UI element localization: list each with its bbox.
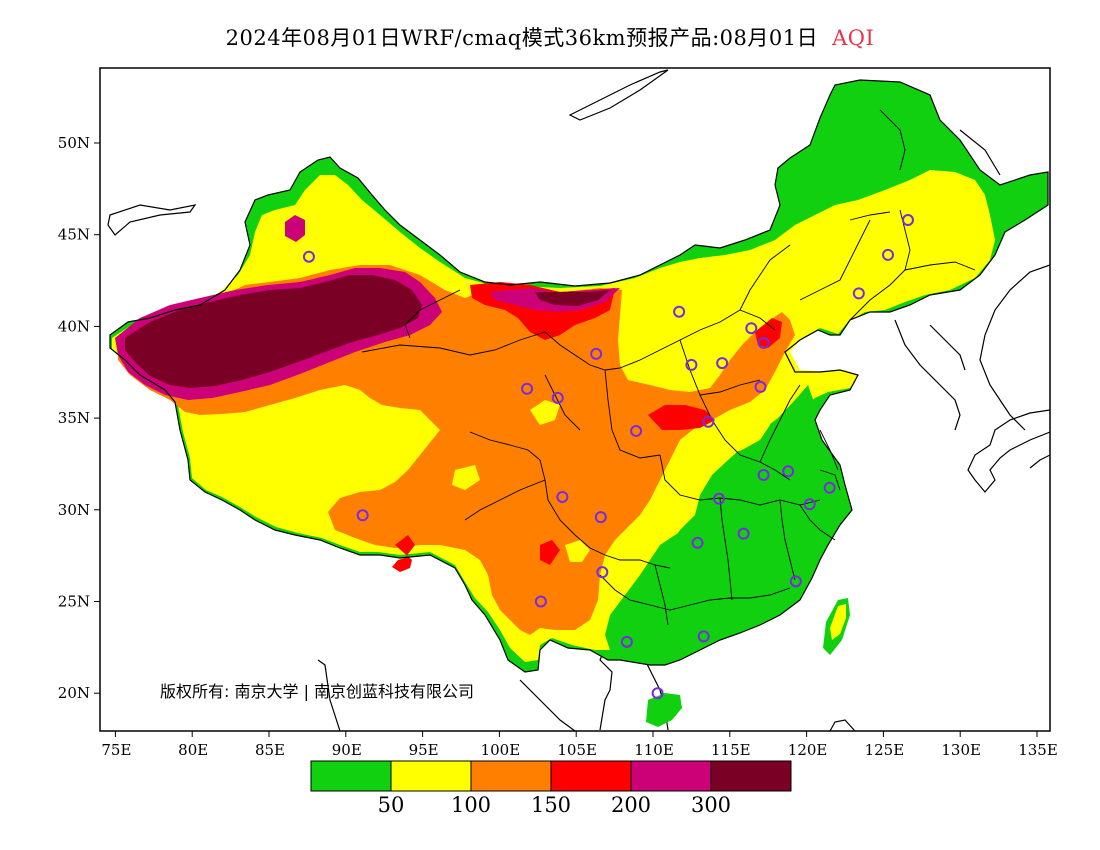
aqi-zone-red-sw (540, 540, 560, 565)
city-station-marker (673, 305, 686, 318)
aqi-zone-maroon-alxa (535, 290, 610, 306)
aqi-zone-maroon-tarim (125, 275, 422, 388)
city-station-marker (901, 214, 914, 227)
legend-threshold-label: 100 (451, 793, 491, 817)
aqi-zone-magenta-junggar (285, 215, 305, 242)
city-station-marker (551, 391, 564, 404)
city-station-marker (782, 465, 795, 478)
aqi-zone-yellow-hole-2 (655, 500, 685, 530)
city-station-marker (651, 687, 664, 700)
map-title: 2024年08月01日WRF/cmaq模式36km预报产品:08月01日 AQI (0, 22, 1100, 52)
lon-tick-label: 100E (481, 741, 521, 759)
lon-tick-label: 85E (255, 741, 285, 759)
aqi-zone-hainan (646, 693, 682, 727)
lon-tick-label: 135E (1018, 741, 1058, 759)
country-border (109, 79, 1049, 673)
aqi-zone-yellow-hole-5 (452, 465, 480, 490)
legend-threshold-label: 300 (691, 793, 731, 817)
longitude-axis: 75E 80E 85E 90E 95E 100E 105E 110E 115E 120E 125E 1… (101, 731, 1058, 759)
lat-tick-label: 45N (58, 226, 90, 244)
lat-tick-label: 50N (58, 134, 90, 152)
title-main: 2024年08月01日WRF/cmaq模式36km预报产品:08月01日 (225, 26, 819, 50)
city-station-marker (594, 511, 607, 524)
lon-tick-label: 110E (634, 741, 674, 759)
aqi-zone-yellow-hole-3 (565, 540, 590, 562)
city-station-marker (356, 509, 369, 522)
aqi-zone-red-east (755, 318, 782, 348)
city-station-marker (789, 575, 802, 588)
city-station-marker (803, 498, 816, 511)
lon-tick-label: 105E (557, 741, 597, 759)
lat-tick-label: 30N (58, 501, 90, 519)
lon-tick-label: 95E (409, 741, 439, 759)
city-station-marker (713, 492, 726, 505)
title-variable: AQI (832, 26, 875, 50)
city-station-marker (556, 490, 569, 503)
legend-swatch (710, 760, 792, 792)
city-station-marker (757, 468, 770, 481)
station-markers (302, 214, 914, 700)
legend-swatch (390, 760, 472, 792)
city-station-marker (596, 566, 609, 579)
city-station-marker (691, 536, 704, 549)
city-station-marker (754, 380, 767, 393)
lon-tick-label: 120E (788, 741, 828, 759)
city-station-marker (590, 347, 603, 360)
aqi-zone-green-southeast (630, 385, 815, 655)
province-borders (361, 109, 976, 626)
aqi-zone-yellow-hole-4 (530, 400, 560, 425)
city-station-marker (757, 336, 770, 349)
city-station-marker (702, 415, 715, 428)
lon-tick-label: 130E (941, 741, 981, 759)
city-station-marker (521, 382, 534, 395)
legend-threshold-label: 200 (611, 793, 651, 817)
city-station-marker (823, 481, 836, 494)
city-station-marker (737, 527, 750, 540)
lon-tick-label: 90E (332, 741, 362, 759)
lon-tick-label: 115E (711, 741, 751, 759)
aqi-legend: 50 100 150 200 300 (310, 760, 792, 817)
lat-tick-label: 20N (58, 684, 90, 702)
city-station-marker (685, 358, 698, 371)
lat-tick-label: 35N (58, 409, 90, 427)
legend-swatch (550, 760, 632, 792)
lon-tick-label: 125E (865, 741, 905, 759)
lat-tick-label: 40N (58, 317, 90, 335)
city-station-marker (716, 357, 729, 370)
lat-tick-label: 25N (58, 593, 90, 611)
legend-threshold-label: 50 (378, 793, 405, 817)
lon-tick-label: 75E (101, 741, 131, 759)
lon-tick-label: 80E (178, 741, 208, 759)
city-station-marker (534, 595, 547, 608)
city-station-marker (882, 248, 895, 261)
city-station-marker (697, 630, 710, 643)
city-station-marker (302, 250, 315, 263)
legend-threshold-label: 150 (531, 793, 571, 817)
legend-swatch (470, 760, 552, 792)
map-frame (99, 67, 1051, 732)
legend-swatch (630, 760, 712, 792)
aqi-zone-red-central (648, 405, 715, 430)
city-station-marker (620, 635, 633, 648)
map-body: 版权所有: 南京大学 | 南京创蓝科技有限公司 (107, 69, 1050, 731)
aqi-zone-yellow-hole-1 (720, 410, 770, 455)
city-station-marker (745, 322, 758, 335)
neighbor-outlines (107, 69, 1050, 731)
copyright-text: 版权所有: 南京大学 | 南京创蓝科技有限公司 (160, 682, 474, 701)
aqi-zone-red-tibet (392, 535, 415, 572)
city-station-marker (630, 424, 643, 437)
city-station-marker (852, 287, 865, 300)
latitude-axis: 50N 45N 40N 35N 30N 25N 20N (58, 134, 100, 702)
legend-swatch (310, 760, 392, 792)
